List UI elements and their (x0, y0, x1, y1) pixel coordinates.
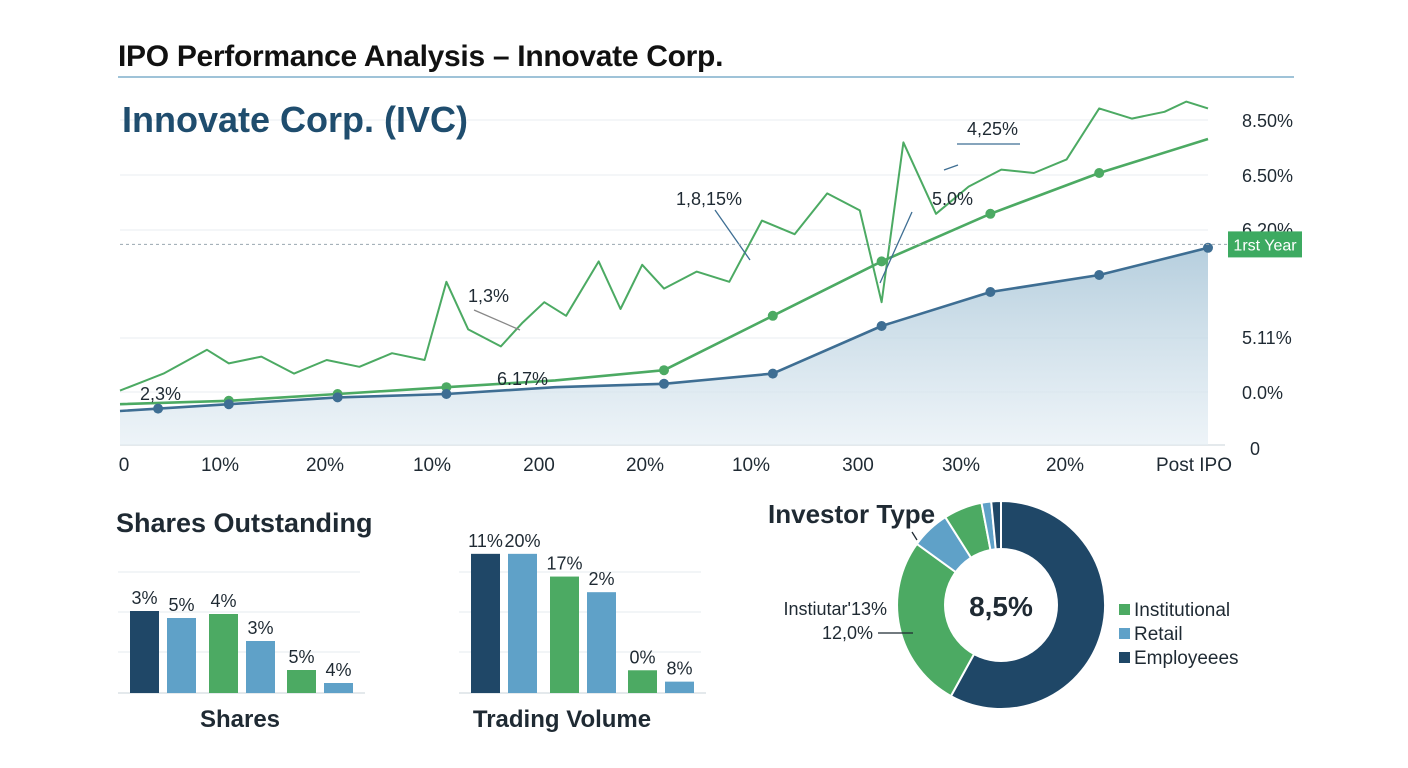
series-2-marker-9 (1203, 242, 1213, 253)
investor-type-title: Investor Type (768, 499, 935, 529)
shares-xlabel: Shares (200, 706, 280, 733)
donut-hole (944, 548, 1058, 662)
y-tick-label: 0 (1250, 439, 1260, 459)
y-tick-label: 8.50% (1242, 111, 1293, 131)
annotation-0: 2,3% (140, 384, 181, 404)
annotation-3: 1,8,15% (676, 189, 742, 209)
bar (246, 641, 275, 693)
legend-swatch (1119, 628, 1130, 639)
series-1-marker-5 (876, 256, 887, 267)
series-line-0 (119, 100, 1209, 392)
x-tick-label: 10% (732, 455, 770, 476)
y-tick-label: 6.50% (1242, 166, 1293, 186)
bar (471, 553, 500, 693)
donut-callout-institutional: Instiutar'13% (784, 599, 888, 619)
series-2-marker-3 (441, 389, 452, 399)
x-tick-label: 10% (413, 455, 451, 476)
x-tick-label: 30% (942, 455, 980, 476)
donut-callout-value: 12,0% (822, 623, 873, 643)
annotation-1: 6.17% (497, 369, 548, 389)
bar (628, 670, 657, 693)
legend-swatch (1119, 652, 1130, 663)
series-2-marker-4 (659, 378, 669, 389)
bar (324, 683, 353, 693)
bar-value-label: 4% (210, 591, 236, 611)
legend-swatch (1119, 604, 1130, 615)
bar-value-label: 8% (666, 659, 692, 679)
bar (287, 670, 316, 693)
y-tick-label: 5.11% (1242, 328, 1292, 348)
main-chart-title: Innovate Corp. (IVC) (122, 99, 468, 140)
series-1-marker-6 (985, 208, 996, 219)
bar-value-label: 11% (468, 531, 503, 551)
legend-label: Retail (1134, 624, 1183, 645)
x-tick-label: 0 (119, 455, 130, 476)
annotation-leader-2 (879, 211, 913, 284)
bar-value-label: 5% (288, 647, 314, 667)
reference-tag (1228, 231, 1302, 258)
bar-value-label: 5% (168, 595, 194, 615)
bar (550, 576, 579, 693)
y-tick-label: 0.0% (1242, 383, 1283, 403)
annotation-leader-1 (714, 209, 751, 261)
series-2-marker-6 (876, 321, 887, 331)
page-title: IPO Performance Analysis – Innovate Corp… (118, 40, 724, 73)
bar (209, 614, 238, 693)
annotation-5: 4,25% (967, 119, 1018, 139)
bar-value-label: 3% (247, 618, 273, 638)
series-1-marker-3 (659, 365, 669, 376)
x-tick-label: 20% (626, 455, 664, 476)
series-2-marker-5 (767, 368, 778, 379)
bar (508, 553, 537, 693)
x-tick-label: 20% (306, 455, 344, 476)
x-tick-label: 20% (1046, 455, 1084, 476)
series-2-marker-7 (985, 287, 996, 297)
series-1-marker-4 (767, 310, 778, 321)
title-divider (118, 76, 1294, 78)
bar (665, 681, 694, 693)
bar-value-label: 3% (131, 588, 157, 608)
bar (587, 592, 616, 693)
x-tick-label: 200 (523, 455, 555, 476)
annotation-leader-0 (473, 309, 521, 331)
annotation-2: 1,3% (468, 286, 509, 306)
donut-center-label: 8,5% (969, 591, 1033, 622)
bar-value-label: 4% (325, 660, 351, 680)
x-tick-label: 300 (842, 455, 874, 476)
reference-label: 1rst Year (1233, 237, 1297, 254)
series-2-marker-0 (153, 403, 164, 414)
series-2-marker-8 (1094, 270, 1105, 280)
bar (130, 611, 159, 693)
x-tick-label: Post IPO (1156, 455, 1232, 476)
bar (167, 618, 196, 693)
trading-volume-xlabel: Trading Volume (473, 706, 651, 733)
bar-value-label: 0% (629, 647, 655, 667)
series-1-marker-7 (1094, 168, 1105, 178)
title-leader (911, 531, 918, 541)
annotation-leader-4 (943, 164, 959, 171)
bar-value-label: 2% (588, 569, 614, 589)
shares-outstanding-title: Shares Outstanding (116, 508, 373, 538)
series-2-marker-1 (223, 399, 234, 410)
x-tick-label: 10% (201, 455, 239, 476)
series-2-marker-2 (332, 392, 343, 403)
legend-label: Employeees (1134, 648, 1239, 669)
bar-value-label: 20% (504, 531, 540, 551)
annotation-4: 5.0% (932, 189, 973, 209)
legend-label: Institutional (1134, 600, 1230, 621)
bar-value-label: 17% (546, 554, 582, 574)
